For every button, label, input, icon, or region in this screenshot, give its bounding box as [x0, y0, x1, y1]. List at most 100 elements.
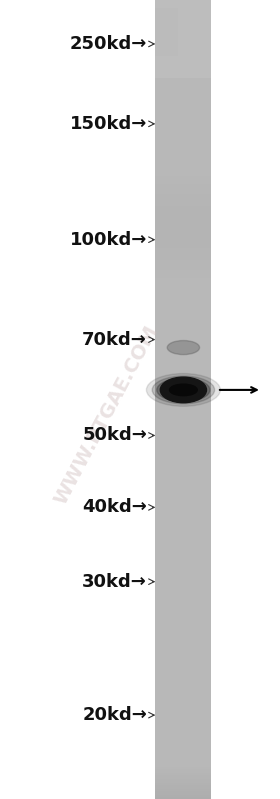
- Bar: [155, 122, 211, 124]
- Bar: [155, 662, 211, 663]
- Ellipse shape: [167, 340, 200, 355]
- Bar: [155, 483, 211, 485]
- Bar: [155, 330, 211, 332]
- Bar: [155, 24, 211, 26]
- Bar: [155, 491, 211, 493]
- Bar: [155, 236, 211, 238]
- Bar: [155, 771, 211, 773]
- Bar: [155, 558, 211, 559]
- Bar: [155, 310, 211, 312]
- Bar: [155, 92, 211, 94]
- Bar: [155, 759, 211, 761]
- Bar: [155, 510, 211, 511]
- Bar: [155, 737, 211, 739]
- Bar: [155, 547, 211, 550]
- Bar: [155, 575, 211, 577]
- Bar: [155, 665, 211, 667]
- Bar: [155, 585, 211, 587]
- Bar: [155, 216, 211, 217]
- Bar: [155, 446, 211, 447]
- Bar: [155, 18, 211, 20]
- Bar: [155, 419, 211, 422]
- Bar: [155, 400, 211, 401]
- Bar: [155, 54, 211, 56]
- Bar: [155, 238, 211, 240]
- Text: 30kd→: 30kd→: [82, 573, 147, 590]
- Bar: [155, 617, 211, 619]
- Bar: [155, 136, 211, 137]
- Bar: [155, 465, 211, 467]
- Bar: [155, 386, 211, 388]
- Bar: [155, 409, 211, 411]
- Bar: [155, 591, 211, 593]
- Bar: [155, 272, 211, 273]
- Bar: [155, 479, 211, 481]
- Bar: [155, 10, 211, 12]
- Bar: [155, 773, 211, 775]
- Bar: [155, 457, 211, 459]
- Bar: [155, 695, 211, 697]
- Bar: [155, 611, 211, 614]
- Bar: [155, 531, 211, 534]
- Bar: [155, 743, 211, 745]
- Bar: [155, 180, 211, 182]
- Bar: [155, 32, 211, 34]
- Bar: [155, 670, 211, 671]
- Ellipse shape: [152, 376, 214, 403]
- Bar: [155, 749, 211, 751]
- Bar: [155, 705, 211, 707]
- Bar: [155, 306, 211, 308]
- Bar: [155, 727, 211, 729]
- Bar: [155, 719, 211, 721]
- Bar: [155, 192, 211, 194]
- Bar: [155, 623, 211, 625]
- Bar: [155, 78, 211, 80]
- Bar: [155, 206, 211, 208]
- Bar: [155, 598, 211, 599]
- Bar: [155, 431, 211, 433]
- Bar: [155, 336, 211, 337]
- Bar: [155, 603, 211, 606]
- Text: 100kd→: 100kd→: [70, 231, 147, 248]
- Bar: [155, 168, 211, 170]
- Bar: [155, 286, 211, 288]
- Bar: [155, 134, 211, 136]
- Bar: [155, 777, 211, 779]
- Bar: [155, 300, 211, 301]
- Bar: [155, 579, 211, 582]
- Bar: [155, 793, 211, 795]
- Bar: [155, 609, 211, 611]
- Bar: [155, 518, 211, 519]
- Bar: [155, 537, 211, 539]
- Bar: [155, 535, 211, 537]
- Bar: [155, 503, 211, 506]
- Bar: [155, 427, 211, 430]
- Bar: [155, 42, 211, 44]
- Bar: [155, 150, 211, 152]
- Bar: [155, 599, 211, 601]
- Bar: [155, 713, 211, 715]
- Bar: [155, 224, 211, 225]
- Bar: [155, 320, 211, 321]
- Bar: [155, 447, 211, 449]
- Bar: [155, 715, 211, 718]
- Bar: [155, 607, 211, 609]
- Bar: [155, 72, 211, 74]
- Bar: [155, 523, 211, 526]
- Bar: [155, 545, 211, 547]
- Bar: [155, 561, 211, 563]
- Bar: [155, 529, 211, 531]
- Bar: [155, 260, 211, 262]
- Text: 50kd→: 50kd→: [82, 427, 147, 444]
- Bar: [155, 406, 211, 407]
- Bar: [155, 595, 211, 598]
- Bar: [155, 126, 211, 128]
- Bar: [155, 132, 211, 133]
- Bar: [155, 683, 211, 686]
- Bar: [155, 186, 211, 188]
- Bar: [155, 326, 211, 328]
- Bar: [155, 182, 211, 184]
- Bar: [155, 146, 211, 148]
- Bar: [155, 14, 211, 16]
- Bar: [155, 671, 211, 673]
